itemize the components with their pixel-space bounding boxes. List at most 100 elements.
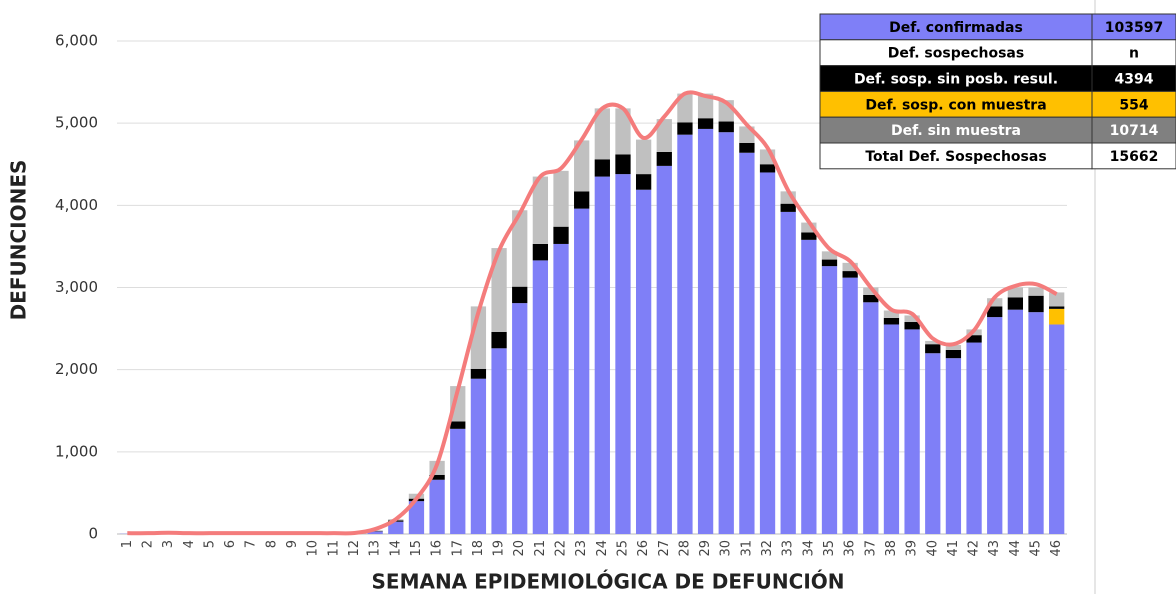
bar-segment	[512, 286, 528, 304]
table-cell	[819, 13, 1093, 41]
table-value: 4394	[1115, 72, 1154, 88]
bar-segment	[635, 174, 652, 190]
bar-segment	[925, 353, 941, 534]
x-tick-label: 8	[264, 540, 279, 548]
bar-segment	[388, 521, 404, 534]
bar-segment	[842, 277, 858, 534]
bar-segment	[491, 248, 507, 332]
x-tick-label: 45	[1029, 540, 1044, 557]
table-value: 10714	[1110, 123, 1159, 139]
bar-segment	[574, 140, 590, 192]
bar-segment	[697, 118, 714, 129]
bar-segment	[1049, 292, 1065, 307]
bar-segment	[677, 122, 693, 135]
bar-segment	[1049, 308, 1065, 325]
bar-segment	[1007, 287, 1024, 298]
bar-segment	[904, 329, 920, 534]
bar-segment	[945, 358, 962, 534]
x-tick-label: 6	[223, 540, 238, 548]
bar-segment	[450, 428, 466, 534]
bar-segment	[801, 232, 817, 240]
bar-segment	[615, 154, 631, 175]
x-tick-label: 19	[492, 540, 507, 557]
bar-segment	[615, 108, 631, 155]
x-tick-label: 21	[533, 540, 548, 557]
bar-segment	[574, 208, 590, 534]
x-tick-label: 12	[347, 540, 362, 557]
table-cell	[1091, 13, 1176, 41]
table-value: 15662	[1110, 149, 1159, 165]
x-tick-label: 38	[884, 540, 899, 557]
bar-segment	[553, 170, 569, 227]
x-tick-label: 10	[306, 540, 321, 557]
x-tick-label: 9	[285, 540, 300, 548]
bar-segment	[532, 176, 549, 244]
bar-segment	[801, 222, 817, 233]
bar-segment	[904, 322, 920, 330]
bar-segment	[883, 310, 900, 318]
x-tick-label: 36	[843, 540, 858, 557]
bar-segment	[987, 298, 1003, 307]
x-tick-label: 40	[925, 540, 940, 557]
bar-segment	[532, 243, 549, 261]
bar-segment	[883, 317, 900, 325]
bar-segment	[656, 119, 672, 152]
x-tick-label: 5	[202, 540, 217, 548]
bar-segment	[1028, 312, 1044, 534]
table-value: 554	[1119, 97, 1148, 113]
bar-segment	[656, 165, 672, 535]
x-tick-label: 4	[182, 540, 197, 548]
table-cell	[1091, 39, 1176, 67]
bar-segment	[863, 287, 879, 295]
bar-segment	[512, 210, 528, 287]
y-tick-label: 4,000	[55, 196, 98, 214]
bar-segment	[945, 349, 962, 359]
x-tick-label: 33	[781, 540, 796, 557]
bar-segment	[697, 128, 714, 534]
bar-segment	[842, 262, 858, 272]
x-tick-label: 29	[698, 540, 713, 557]
x-tick-label: 1	[120, 540, 135, 548]
table-label: Def. sospechosas	[888, 46, 1024, 62]
bar-segment	[408, 501, 425, 534]
bar-segment	[532, 260, 549, 534]
bar-segment	[491, 348, 507, 534]
bar-segment	[491, 331, 507, 349]
x-tick-label: 11	[326, 540, 341, 557]
x-tick-label: 3	[161, 540, 176, 548]
bar-segment	[615, 174, 631, 535]
bar-segment	[883, 324, 900, 534]
bar-segment	[966, 335, 982, 343]
x-tick-label: 41	[946, 540, 961, 557]
table-cell	[1091, 142, 1176, 170]
x-tick-label: 7	[244, 540, 259, 548]
y-axis-title: DEFUNCIONES	[7, 160, 31, 321]
x-tick-label: 43	[987, 540, 1002, 557]
y-tick-label: 5,000	[55, 114, 98, 132]
x-tick-label: 22	[554, 540, 569, 557]
x-tick-label: 44	[1008, 540, 1023, 557]
y-tick-label: 1,000	[55, 442, 98, 460]
bar-segment	[553, 226, 569, 244]
bar-segment	[780, 211, 796, 534]
bar-segment	[987, 317, 1003, 534]
bar-segment	[574, 191, 590, 209]
x-tick-label: 46	[1049, 540, 1064, 557]
bar-segment	[553, 243, 569, 534]
x-tick-label: 26	[636, 540, 651, 557]
y-tick-label: 6,000	[55, 32, 98, 50]
x-tick-label: 42	[967, 540, 982, 557]
bar-segment	[656, 151, 672, 166]
bar-segment	[367, 531, 383, 534]
bar-segment	[759, 172, 776, 534]
bar-segment	[801, 239, 817, 535]
table-label: Def. confirmadas	[889, 20, 1023, 36]
table-cell	[819, 116, 1093, 144]
bar-segment	[635, 139, 652, 175]
bar-segment	[470, 378, 487, 534]
bar-segment	[780, 203, 796, 212]
y-tick-label: 0	[88, 525, 98, 543]
bar-segment	[739, 142, 755, 153]
bar-segment	[677, 93, 693, 123]
x-tick-label: 34	[801, 540, 816, 557]
